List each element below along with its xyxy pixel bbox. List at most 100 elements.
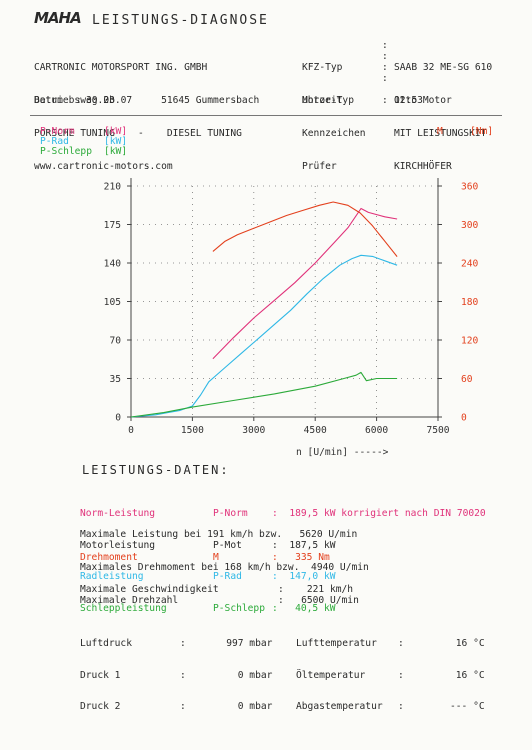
env-values-2: : 16 °C : 16 °C : --- °C: [398, 618, 485, 723]
maha-logo: MAHA: [34, 9, 82, 27]
date-value: 30.03.07: [86, 95, 133, 106]
max-speed-label: Maximale Geschwindigkeit: [80, 584, 219, 595]
data-row-label: Radleistung: [80, 571, 144, 582]
vehicle-value: SAAB 32 ME-SG 610: [394, 62, 493, 73]
company-line: PORSCHE TUNING - DIESEL TUNING: [34, 128, 242, 139]
env-labels: Luftdruck Druck 1 Druck 2: [80, 618, 132, 723]
company-block: CARTRONIC MOTORSPORT ING. GMBH Betriebsw…: [34, 40, 259, 183]
data-symbols: P-Norm P-Mot P-Rad P-Schlepp: [213, 488, 265, 625]
company-line: Betriebsweg 2b 51645 Gummersbach: [34, 95, 260, 106]
legend-p-schlepp-unit: [kW]: [104, 146, 128, 157]
legend-p-rad-unit: [kW]: [104, 136, 128, 147]
y-right-tick-label: 120: [461, 336, 479, 347]
env-label: Druck 1: [80, 669, 121, 681]
y-left-tick-label: 35: [109, 374, 121, 385]
max-rpm-value: : 6500 U/min: [278, 595, 359, 606]
vehicle-label: Motor-Typ: [302, 95, 354, 106]
series-line-p-rad: [130, 254, 398, 418]
time-colon: :: [382, 95, 388, 106]
legend-m-unit: [Nm]: [470, 126, 494, 137]
vehicle-value: Otto Motor: [394, 95, 452, 106]
torque-value: : 335 Nm: [272, 552, 330, 563]
vehicle-label: Kennzeichen: [302, 128, 366, 139]
x-tick-label: 6000: [365, 425, 388, 436]
env-value: : 0 mbar: [180, 701, 273, 712]
x-axis-label: n [U/min] ----->: [296, 447, 389, 458]
x-tick-label: 7500: [426, 425, 449, 436]
x-tick-label: 1500: [181, 425, 204, 436]
time-label: Uhrzeit: [302, 95, 343, 106]
y-left-tick-label: 70: [109, 336, 121, 347]
company-line: CARTRONIC MOTORSPORT ING. GMBH: [34, 62, 208, 73]
x-tick-label: 4500: [304, 425, 327, 436]
vehicle-value: MIT LEISTUNGSKIT: [394, 128, 487, 139]
data-row-symbol: P-Rad: [213, 571, 242, 582]
env-value: : 0 mbar: [180, 669, 273, 681]
power-torque-chart: 0 1500 3000 4500 6000 7500 0 35 70 105 140 175 210 0 6…: [104, 178, 479, 458]
data-row-symbol: P-Schlepp: [213, 602, 265, 614]
vehicle-value: KIRCHHÖFER: [394, 161, 452, 172]
y-right-tick-label: 180: [461, 297, 479, 308]
max-torque-line: Maximales Drehmoment bei 168 km/h bzw. 4…: [80, 562, 369, 573]
y-left-tick-label: 0: [115, 413, 121, 424]
env-value-2: : --- °C: [398, 701, 485, 712]
env-labels-2: Lufttemperatur Öltemperatur Abgastempera…: [296, 618, 383, 723]
legend-m: M: [437, 126, 443, 137]
vehicle-values: SAAB 32 ME-SG 610 Otto Motor MIT LEISTUN…: [394, 40, 492, 183]
vehicle-labels: KFZ-Typ Motor-Typ Kennzeichen Prüfer: [302, 40, 366, 183]
date-label: Datum: [34, 95, 63, 106]
env-label: Luftdruck: [80, 638, 132, 649]
y-left-tick-label: 175: [104, 220, 121, 231]
data-labels: Norm-Leistung Motorleistung Radleistung …: [80, 488, 167, 625]
legend-p-norm-unit: [kW]: [104, 126, 128, 137]
vehicle-label: Prüfer: [302, 161, 337, 172]
env-values: : 997 mbar : 0 mbar : 0 mbar: [180, 618, 272, 723]
max-power-line: Maximale Leistung bei 191 km/h bzw. 5620…: [80, 529, 358, 540]
data-values: : 189,5 kW korrigiert nach DIN 70020 : 1…: [272, 488, 486, 625]
env-value-2: : 16 °C: [398, 669, 485, 681]
x-tick-label: 3000: [242, 425, 265, 436]
torque-symbol: M: [213, 552, 219, 563]
env-label-2: Öltemperatur: [296, 669, 366, 681]
series-line-p-schlepp: [130, 371, 398, 418]
data-row-label: Norm-Leistung: [80, 508, 156, 519]
data-row-label: Motorleistung: [80, 539, 156, 551]
env-value-2: : 16 °C: [398, 638, 485, 649]
data-row-value: : 187,5 kW: [272, 539, 336, 551]
data-row-symbol: P-Mot: [213, 539, 242, 551]
y-right-tick-label: 240: [461, 259, 479, 270]
company-line: www.cartronic-motors.com: [34, 161, 173, 172]
x-tick-label: 0: [128, 425, 134, 436]
date-colon: :: [76, 95, 82, 106]
y-right-tick-label: 0: [461, 413, 467, 424]
data-row-symbol: P-Norm: [213, 508, 248, 519]
env-label-2: Lufttemperatur: [296, 638, 377, 649]
data-section-title: LEISTUNGS-DATEN:: [82, 463, 230, 477]
env-value: : 997 mbar: [180, 638, 273, 649]
env-label-2: Abgastemperatur: [296, 701, 383, 712]
series-line-m: [212, 201, 398, 257]
torque-label: Drehmoment: [80, 552, 138, 563]
max-rpm-label: Maximale Drehzahl: [80, 595, 179, 606]
header-divider: [30, 115, 502, 116]
data-row-label: Schleppleistung: [80, 602, 167, 614]
vehicle-colons: ::::: [382, 40, 388, 84]
data-row-value: : 147,0 kW: [272, 571, 336, 582]
y-right-tick-label: 360: [461, 182, 479, 193]
series-line-p-norm: [212, 207, 398, 360]
max-speed-value: : 221 km/h: [278, 584, 354, 595]
data-row-value: : 40,5 kW: [272, 602, 336, 614]
report-title: LEISTUNGS-DIAGNOSE: [92, 13, 269, 28]
vehicle-label: KFZ-Typ: [302, 62, 343, 73]
legend-p-schlepp: P-Schlepp: [40, 146, 92, 157]
data-row-value: : 189,5 kW korrigiert nach DIN 70020: [272, 508, 486, 519]
env-label: Druck 2: [80, 701, 121, 712]
y-right-tick-label: 300: [461, 220, 479, 231]
legend-p-rad: P-Rad: [40, 136, 69, 147]
y-left-tick-label: 210: [104, 182, 122, 193]
y-left-tick-label: 105: [104, 297, 121, 308]
y-right-tick-label: 60: [461, 374, 473, 385]
time-value: 12:53: [394, 95, 423, 106]
legend-p-norm: P-Norm: [40, 126, 75, 137]
y-left-tick-label: 140: [104, 259, 122, 270]
